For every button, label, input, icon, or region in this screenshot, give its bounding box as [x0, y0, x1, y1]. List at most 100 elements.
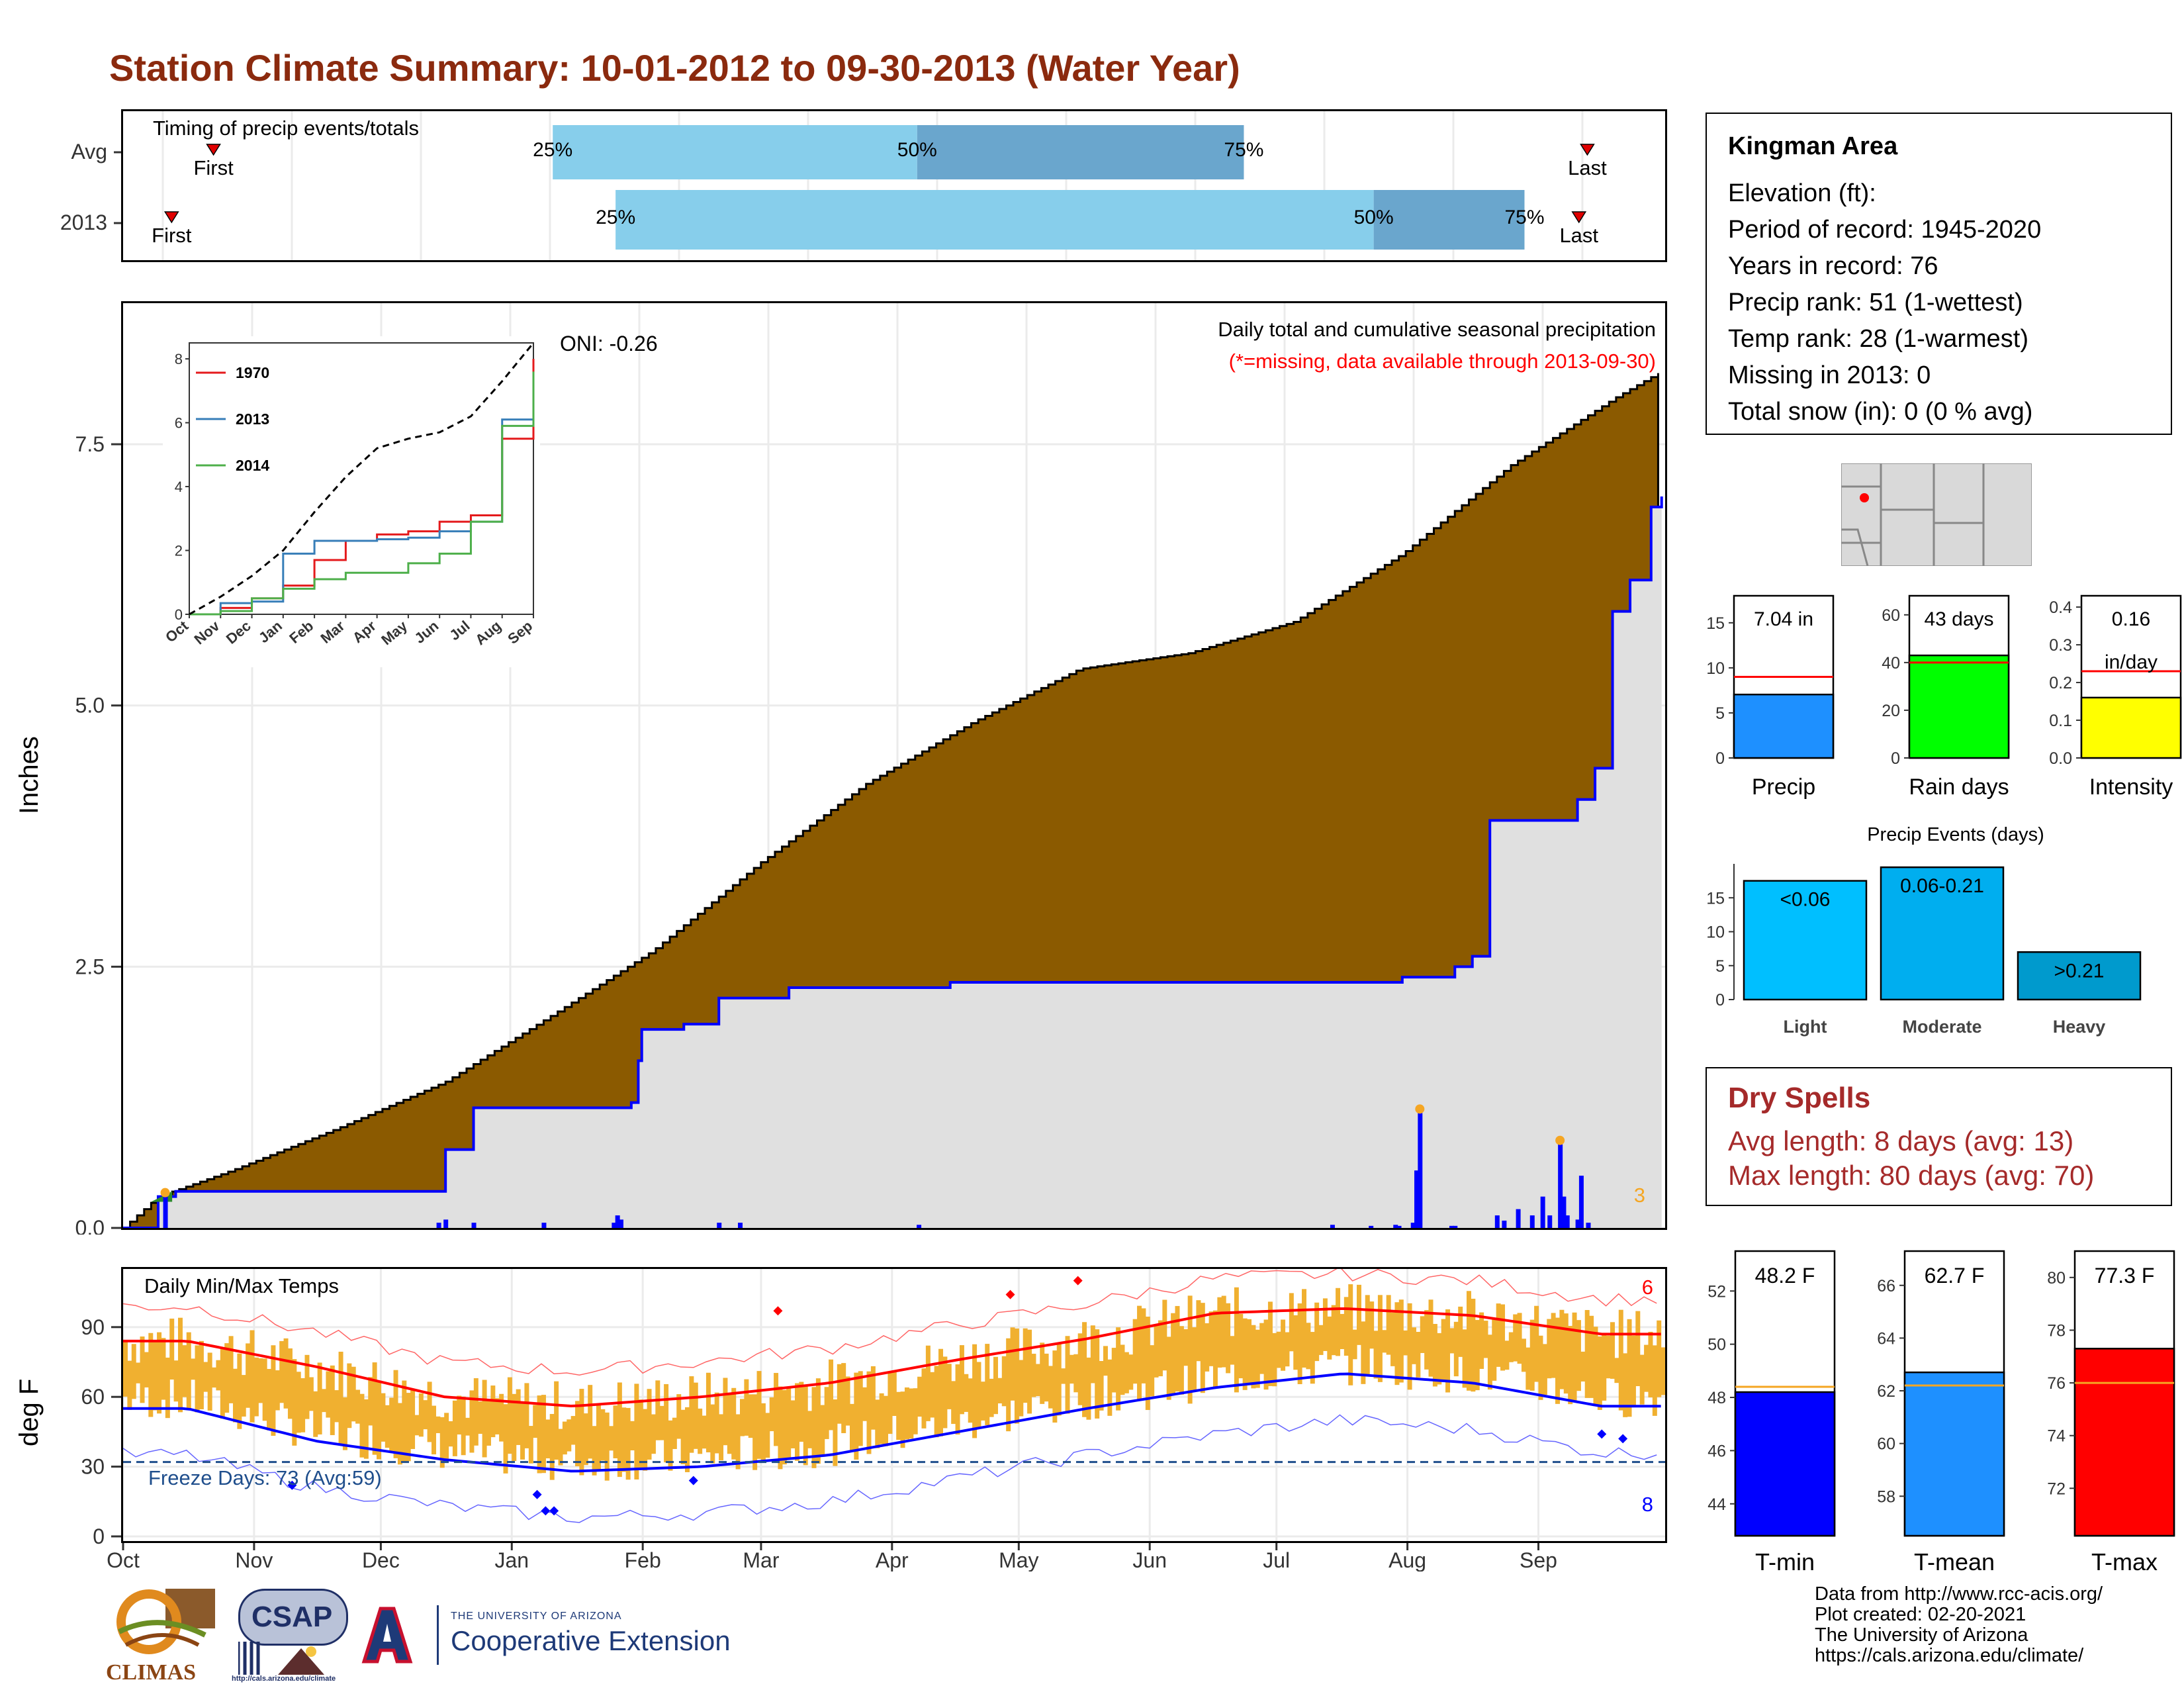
daily-temp-bar [1394, 1302, 1400, 1385]
daily-temp-bar [1631, 1335, 1636, 1406]
daily-temp-bar [875, 1399, 880, 1448]
daily-temp-bar [921, 1368, 927, 1429]
daily-temp-bar [127, 1360, 132, 1410]
timing-bar-light [615, 190, 1374, 250]
daily-temp-bar [1657, 1320, 1662, 1397]
daily-temp-bar [638, 1399, 643, 1469]
daily-temp-bar [528, 1426, 533, 1464]
record-high-line [123, 1269, 1657, 1376]
daily-temp-bar [621, 1407, 627, 1472]
daily-temp-bar [1559, 1309, 1565, 1389]
ua-logo [361, 1605, 414, 1665]
daily-temp-bar [1027, 1329, 1032, 1414]
summary-ytick-label: 0 [1891, 749, 1900, 768]
temp-ytick-label: 30 [81, 1455, 105, 1479]
daily-temp-bar [444, 1413, 449, 1459]
events-bar [2017, 951, 2142, 1001]
daily-temp-bar [1175, 1305, 1180, 1392]
events-value-label: <0.06 [1780, 889, 1831, 911]
daily-temp-bar [1111, 1348, 1116, 1393]
temp-summary-value-label: 48.2 F [1755, 1264, 1815, 1288]
daily-precip-bar [1449, 1225, 1454, 1228]
daily-temp-bar [1471, 1298, 1476, 1392]
temp-summary-category-label: T-max [2091, 1548, 2158, 1575]
daily-temp-bar [368, 1377, 373, 1426]
daily-temp-bar [778, 1386, 783, 1470]
daily-temp-bar [1267, 1301, 1273, 1386]
daily-temp-bar [1340, 1313, 1345, 1350]
summary-ytick-label: 10 [1706, 659, 1725, 678]
daily-temp-bar [794, 1383, 799, 1461]
inset-xtick-label: Jun [411, 618, 441, 647]
record-low-marker [688, 1476, 698, 1485]
daily-temp-bar [1056, 1342, 1062, 1416]
daily-temp-bar [1095, 1329, 1100, 1419]
daily-temp-bar [207, 1352, 212, 1411]
daily-temp-bar [461, 1396, 466, 1456]
daily-precip-bar [1414, 1170, 1420, 1228]
timing-quartile-label: 50% [897, 139, 937, 161]
daily-temp-bar [304, 1354, 310, 1419]
daily-temp-bar [275, 1370, 280, 1411]
daily-temp-bar [414, 1415, 420, 1436]
daily-temp-bar [1116, 1327, 1121, 1411]
events-ytick-label: 5 [1715, 957, 1725, 976]
daily-temp-bar [1369, 1301, 1375, 1349]
daily-temp-bar [685, 1407, 690, 1472]
freeze-label: Freeze Days: 73 (Avg:59) [148, 1466, 382, 1489]
daily-temp-bar [393, 1370, 398, 1458]
daily-temp-bar [347, 1363, 352, 1429]
daily-temp-bar [756, 1371, 762, 1459]
climas-logo: CLIMAS [106, 1585, 218, 1685]
timing-quartile-label: 25% [596, 207, 635, 228]
temp-summary-ytick-label: 44 [1707, 1495, 1726, 1514]
temp-summary-category-label: T-mean [1914, 1548, 1995, 1575]
daily-temp-bar [136, 1362, 141, 1383]
events-bar [1880, 866, 2005, 1001]
credit-university: The University of Arizona [1815, 1624, 2028, 1646]
daily-temp-bar [1322, 1298, 1328, 1351]
daily-temp-bar [545, 1419, 551, 1459]
summary-bar [1733, 693, 1835, 759]
inset-ytick-label: 4 [175, 479, 183, 495]
daily-temp-bar [418, 1393, 424, 1437]
summary-category-label: Rain days [1909, 774, 2009, 800]
daily-temp-bar [1525, 1347, 1531, 1390]
daily-temp-bar [494, 1398, 500, 1434]
cumulative-title: Daily total and cumulative seasonal prec… [1218, 318, 1656, 341]
daily-max-marker [1415, 1104, 1425, 1114]
cumulative-ylabel: Inches [15, 736, 44, 814]
summary-ytick-label: 5 [1715, 704, 1725, 723]
daily-temp-bar [727, 1392, 732, 1454]
events-ytick-label: 0 [1715, 991, 1725, 1009]
daily-temp-bar [533, 1405, 538, 1438]
ua-wordmark: THE UNIVERSITY OF ARIZONA Cooperative Ex… [437, 1605, 731, 1665]
daily-temp-bar [1040, 1342, 1045, 1404]
avg-min-line [123, 1372, 1661, 1473]
daily-temp-bar [1226, 1303, 1231, 1374]
daily-temp-bar [1103, 1346, 1108, 1376]
info-snow: Total snow (in): 0 (0 % avg) [1728, 398, 2033, 426]
inset-xtick-label: May [378, 617, 410, 648]
daily-temp-bar [1035, 1364, 1040, 1397]
daily-temp-bar [917, 1376, 923, 1417]
credit-url: https://cals.arizona.edu/climate/ [1815, 1645, 2084, 1666]
daily-temp-bar [1424, 1310, 1430, 1370]
daily-temp-bar [554, 1381, 559, 1460]
daily-temp-bar [1086, 1357, 1091, 1420]
timing-quartile-label: 50% [1354, 207, 1394, 228]
temp-xtick-label: Oct [107, 1548, 140, 1571]
daily-temp-bar [131, 1344, 136, 1399]
cumulative-yaxis: 0.0 2.5 5.0 7.5 [75, 432, 121, 1235]
daily-temp-bar [1141, 1308, 1146, 1383]
daily-temp-bar [1221, 1295, 1226, 1368]
daily-temp-bar [964, 1374, 969, 1412]
daily-temp-bar [955, 1364, 960, 1435]
daily-temp-bar [1373, 1331, 1379, 1379]
inset-ytick-label: 0 [175, 606, 183, 623]
daily-temp-bar [161, 1338, 166, 1400]
daily-temp-bar [1120, 1344, 1125, 1395]
daily-precip-bar [612, 1223, 617, 1228]
daily-temp-bar [1357, 1284, 1361, 1345]
